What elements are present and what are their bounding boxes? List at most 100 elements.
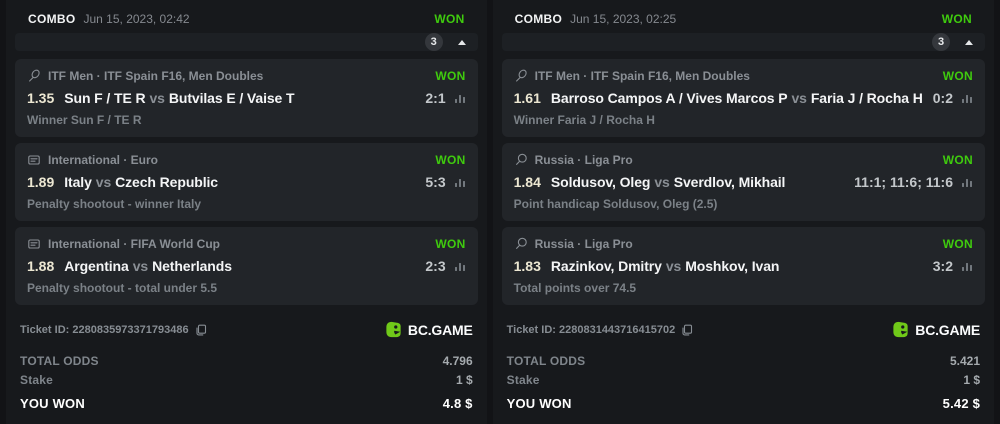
slip-status-badge: WON: [434, 12, 465, 26]
bet-item: International · FIFA World Cup WON 1.88 …: [15, 227, 478, 305]
league-label: ITF Men · ITF Spain F16, Men Doubles: [534, 69, 750, 83]
selections-count-badge: 3: [424, 33, 443, 51]
you-won-value: 5.42 $: [942, 395, 980, 411]
market-description: Winner Faria J / Rocha H: [513, 113, 655, 127]
bcgame-logo-icon: [891, 320, 910, 339]
stats-bars-icon[interactable]: [961, 92, 973, 104]
slip-totals: TOTAL ODDS 4.796 Stake 1 $ YOU WON 4.8 $: [15, 351, 478, 414]
bet-type-label: COMBO: [514, 12, 563, 26]
efootball-icon: [27, 153, 41, 167]
match-score: 2:1: [425, 90, 446, 106]
odds-value: 1.61: [513, 90, 541, 106]
bet-type-label: COMBO: [28, 12, 76, 26]
match-score: 2:3: [425, 258, 446, 274]
slip-status-badge: WON: [941, 12, 972, 26]
slip-header: COMBO Jun 15, 2023, 02:42 WON: [15, 8, 478, 26]
bet-list: ITF Men · ITF Spain F16, Men Doubles WON…: [15, 59, 478, 305]
stats-bars-icon[interactable]: [454, 260, 466, 272]
stake-label: Stake: [20, 372, 54, 387]
market-description: Penalty shootout - winner Italy: [27, 197, 202, 211]
brand-name: BC.GAME: [915, 321, 980, 338]
copy-icon[interactable]: [681, 324, 693, 336]
total-odds-value: 5.421: [949, 353, 980, 368]
bet-date: Jun 15, 2023, 02:25: [570, 12, 677, 26]
away-team: Netherlands: [152, 258, 232, 274]
home-team: Italy: [64, 174, 92, 190]
slip-collapse-toggle[interactable]: 3: [501, 33, 985, 51]
vs-label: vs: [791, 90, 807, 106]
home-team: Soldusov, Oleg: [550, 174, 651, 190]
stake-label: Stake: [506, 372, 540, 387]
vs-label: vs: [665, 258, 682, 274]
stats-bars-icon[interactable]: [961, 260, 973, 272]
market-description: Penalty shootout - total under 5.5: [27, 281, 218, 295]
vs-label: vs: [95, 174, 112, 190]
odds-value: 1.35: [27, 90, 55, 106]
home-team: Argentina: [64, 258, 129, 274]
tennis-racket-icon: [514, 69, 528, 83]
copy-icon[interactable]: [195, 324, 207, 336]
chevron-up-icon[interactable]: [457, 39, 466, 45]
away-team: Butvilas E / Vaise T: [168, 90, 295, 106]
vs-label: vs: [149, 90, 165, 106]
match-score: 5:3: [425, 174, 446, 190]
home-team: Barroso Campos A / Vives Marcos P: [550, 90, 788, 106]
match-score: 11:1; 11:6; 11:6: [854, 174, 953, 190]
bet-item: International · Euro WON 1.89 Italy vs Cze…: [15, 143, 478, 221]
bcgame-logo-icon: [384, 320, 403, 339]
odds-value: 1.84: [513, 174, 541, 190]
home-team: Sun F / TE R: [64, 90, 146, 106]
away-team: Czech Republic: [115, 174, 218, 190]
selections-count-badge: 3: [932, 33, 950, 51]
efootball-icon: [27, 237, 41, 251]
stats-bars-icon[interactable]: [454, 92, 466, 104]
odds-value: 1.88: [27, 258, 55, 274]
away-team: Moshkov, Ivan: [685, 258, 780, 274]
match-teams: Razinkov, Dmitry vs Moshkov, Ivan: [551, 258, 779, 274]
market-description: Winner Sun F / TE R: [27, 113, 142, 127]
bet-item: Russia · Liga Pro WON 1.83 Razinkov, Dmi…: [501, 227, 985, 305]
stats-bars-icon[interactable]: [961, 176, 973, 188]
brand-lockup: BC.GAME: [384, 320, 473, 339]
table-tennis-icon: [514, 153, 528, 167]
vs-label: vs: [654, 174, 670, 190]
away-team: Sverdlov, Mikhail: [673, 174, 786, 190]
you-won-label: YOU WON: [506, 395, 572, 411]
match-score: 3:2: [932, 258, 953, 274]
tennis-racket-icon: [27, 69, 41, 83]
match-teams: Soldusov, Oleg vs Sverdlov, Mikhail: [551, 174, 785, 190]
league-label: Russia · Liga Pro: [534, 153, 633, 167]
ticket-id: Ticket ID: 2280831443716415702: [506, 323, 676, 336]
table-tennis-icon: [514, 237, 528, 251]
vs-label: vs: [132, 258, 149, 274]
bet-item: ITF Men · ITF Spain F16, Men Doubles WON…: [501, 59, 985, 137]
odds-value: 1.83: [513, 258, 541, 274]
ticket-id: Ticket ID: 2280835973371793486: [20, 323, 189, 336]
total-odds-label: TOTAL ODDS: [20, 353, 99, 368]
total-odds-label: TOTAL ODDS: [506, 353, 586, 368]
bet-status-badge: WON: [435, 237, 466, 251]
bet-item: Russia · Liga Pro WON 1.84 Soldusov, Ole…: [501, 143, 985, 221]
stake-value: 1 $: [963, 372, 980, 387]
market-description: Total points over 74.5: [513, 281, 637, 295]
league-label: Russia · Liga Pro: [534, 237, 633, 251]
league-label: International · FIFA World Cup: [48, 237, 220, 251]
odds-value: 1.89: [27, 174, 55, 190]
chevron-up-icon[interactable]: [965, 39, 973, 45]
market-description: Point handicap Soldusov, Oleg (2.5): [513, 197, 718, 211]
away-team: Faria J / Rocha H: [810, 90, 923, 106]
bet-slip-panel-left: COMBO Jun 15, 2023, 02:42 WON 3 ITF Men …: [6, 0, 487, 424]
league-label: International · Euro: [48, 153, 159, 167]
stats-bars-icon[interactable]: [454, 176, 466, 188]
brand-name: BC.GAME: [407, 321, 473, 338]
you-won-label: YOU WON: [20, 395, 85, 411]
bet-status-badge: WON: [435, 69, 466, 83]
brand-lockup: BC.GAME: [891, 320, 980, 339]
bet-list: ITF Men · ITF Spain F16, Men Doubles WON…: [501, 59, 985, 305]
slip-header: COMBO Jun 15, 2023, 02:25 WON: [502, 8, 985, 26]
bet-status-badge: WON: [435, 153, 466, 167]
league-label: ITF Men · ITF Spain F16, Men Doubles: [48, 69, 264, 83]
slip-collapse-toggle[interactable]: 3: [15, 33, 478, 51]
